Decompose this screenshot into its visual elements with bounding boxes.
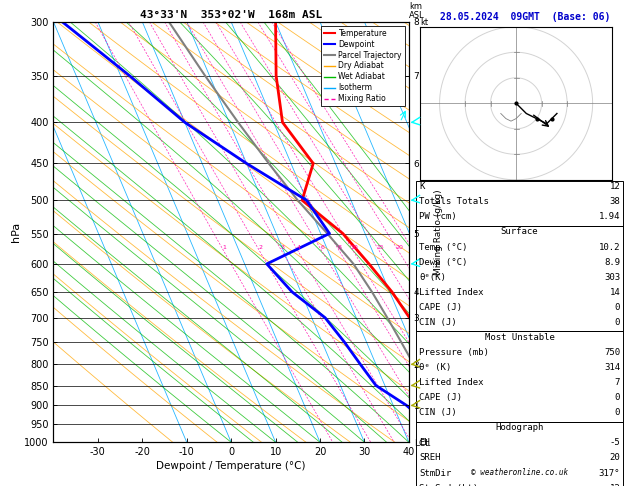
Text: 4: 4 [297,245,301,250]
Text: 314: 314 [604,363,620,372]
Text: 3: 3 [281,245,284,250]
Text: Pressure (mb): Pressure (mb) [419,348,489,357]
Text: 14: 14 [610,288,620,297]
Text: 303: 303 [604,273,620,282]
Text: Totals Totals: Totals Totals [419,197,489,207]
Text: 750: 750 [604,348,620,357]
Text: Lifted Index: Lifted Index [419,288,484,297]
Text: 10: 10 [350,245,358,250]
Text: 0: 0 [615,393,620,402]
Text: 12: 12 [610,182,620,191]
Text: 0: 0 [615,303,620,312]
Text: SREH: SREH [419,453,440,463]
Text: 28.05.2024  09GMT  (Base: 06): 28.05.2024 09GMT (Base: 06) [440,12,610,22]
Text: CAPE (J): CAPE (J) [419,303,462,312]
Text: CIN (J): CIN (J) [419,318,457,327]
Text: 1.94: 1.94 [599,212,620,222]
Text: Temp (°C): Temp (°C) [419,243,467,252]
Title: 43°33'N  353°02'W  168m ASL: 43°33'N 353°02'W 168m ASL [140,10,322,20]
Text: θᵉ(K): θᵉ(K) [419,273,446,282]
Text: 10.2: 10.2 [599,243,620,252]
Text: 20: 20 [395,245,403,250]
Text: 38: 38 [610,197,620,207]
Text: StmDir: StmDir [419,469,451,478]
Text: PW (cm): PW (cm) [419,212,457,222]
Text: θᵉ (K): θᵉ (K) [419,363,451,372]
Text: CAPE (J): CAPE (J) [419,393,462,402]
Text: 0: 0 [615,318,620,327]
Text: CIN (J): CIN (J) [419,408,457,417]
Text: 6: 6 [321,245,325,250]
Text: 20: 20 [610,453,620,463]
Text: StmSpd (kt): StmSpd (kt) [419,484,478,486]
Text: 8.9: 8.9 [604,258,620,267]
Text: 7: 7 [615,378,620,387]
Text: 317°: 317° [599,469,620,478]
Text: Surface: Surface [501,227,538,237]
Text: Hodograph: Hodograph [496,423,543,433]
Text: -5: -5 [610,438,620,448]
Text: Dewp (°C): Dewp (°C) [419,258,467,267]
Text: Most Unstable: Most Unstable [484,333,555,342]
Text: K: K [419,182,425,191]
Text: 12: 12 [610,484,620,486]
Text: km
ASL: km ASL [409,2,425,20]
Legend: Temperature, Dewpoint, Parcel Trajectory, Dry Adiabat, Wet Adiabat, Isotherm, Mi: Temperature, Dewpoint, Parcel Trajectory… [321,26,405,106]
Text: 15: 15 [376,245,384,250]
Text: Lifted Index: Lifted Index [419,378,484,387]
Text: EH: EH [419,438,430,448]
Y-axis label: Mixing Ratio (g/kg): Mixing Ratio (g/kg) [434,189,443,275]
Y-axis label: hPa: hPa [11,222,21,242]
Text: © weatheronline.co.uk: © weatheronline.co.uk [471,468,568,477]
Text: 8: 8 [338,245,342,250]
Text: 2: 2 [258,245,262,250]
X-axis label: Dewpoint / Temperature (°C): Dewpoint / Temperature (°C) [157,461,306,471]
Text: 0: 0 [615,408,620,417]
Text: kt: kt [420,17,428,27]
Text: 1: 1 [223,245,226,250]
